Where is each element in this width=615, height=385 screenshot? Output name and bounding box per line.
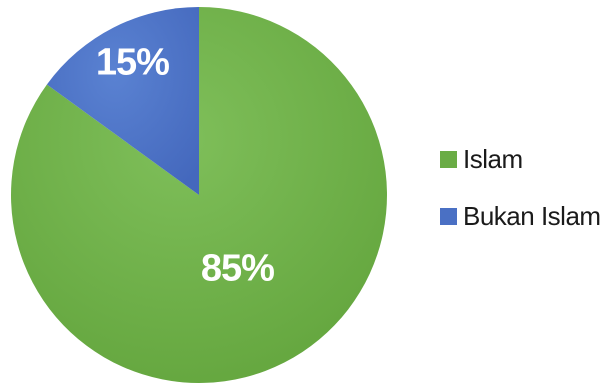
legend-label-islam: Islam xyxy=(463,143,523,174)
slice-label-bukan-islam: 15% xyxy=(96,41,169,83)
legend-item-islam: Islam xyxy=(440,144,615,174)
legend-item-bukan-islam: Bukan Islam xyxy=(440,201,615,231)
legend: Islam Bukan Islam xyxy=(440,144,615,258)
legend-swatch-islam xyxy=(440,150,457,168)
slice-label-islam: 85% xyxy=(201,247,274,289)
pie-slice-bukan-islam xyxy=(46,7,200,195)
legend-swatch-bukan-islam xyxy=(440,207,457,225)
legend-label-bukan-islam: Bukan Islam xyxy=(463,200,601,231)
